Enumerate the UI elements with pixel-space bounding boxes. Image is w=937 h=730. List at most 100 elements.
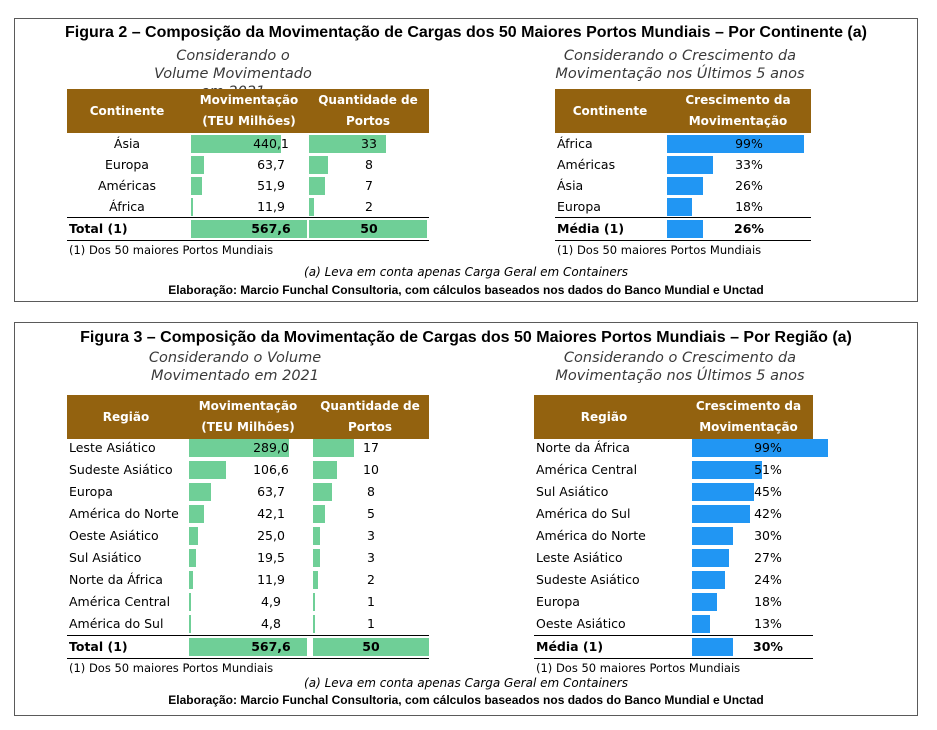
header-quantidade-portos: Quantidade de Portos <box>320 399 420 434</box>
region-label: Europa <box>69 484 113 499</box>
teu-value: 11,9 <box>257 572 285 587</box>
header-regiao: Região <box>102 409 150 424</box>
ports-value: 3 <box>367 528 375 543</box>
header-movimentacao: Movimentação (TEU Milhões) <box>199 93 299 128</box>
growth-value: 99% <box>754 440 782 455</box>
region-label: Leste Asiático <box>69 440 156 455</box>
ports-bar <box>309 177 326 195</box>
growth-value: 42% <box>754 506 782 521</box>
ports-bar <box>313 615 316 633</box>
region-label: América do Sul <box>69 616 164 631</box>
ports-value: 17 <box>363 440 379 455</box>
teu-value: 289,0 <box>253 440 289 455</box>
table-note: (1) Dos 50 maiores Portos Mundiais <box>557 243 762 257</box>
growth-value: 45% <box>754 484 782 499</box>
table-row: Leste Asiático 27% <box>534 547 813 569</box>
region-label: Sudeste Asiático <box>536 572 640 587</box>
table-row: América do Sul 42% <box>534 503 813 525</box>
total-row: Total (1) 567,6 50 <box>67 636 429 658</box>
table-row: Américas 33% <box>555 154 811 176</box>
region-label: Sul Asiático <box>536 484 609 499</box>
ports-bar <box>309 135 386 153</box>
teu-bar <box>191 156 205 174</box>
teu-bar <box>189 439 289 457</box>
teu-value: 25,0 <box>257 528 285 543</box>
table-row: Norte da África 99% <box>534 437 828 459</box>
total-ports-bar <box>309 220 427 238</box>
ports-bar <box>309 156 328 174</box>
table-row: África 99% <box>555 133 811 155</box>
region-label: Américas <box>97 178 157 193</box>
table-row: Norte da África 11,9 2 <box>67 569 429 591</box>
region-label: Norte da África <box>69 572 163 587</box>
region-label: América do Norte <box>536 528 646 543</box>
growth-bar <box>667 135 804 153</box>
total-growth-bar <box>692 638 734 656</box>
teu-bar <box>189 593 191 611</box>
figure-3-subtitle-left: Considerando o Volume Movimentado em 202… <box>148 350 322 384</box>
total-divider <box>534 635 813 636</box>
figure-3-panel: Figura 3 – Composição da Movimentação de… <box>14 322 918 716</box>
figure-2-panel: Figura 2 – Composição da Movimentação de… <box>14 18 918 302</box>
ports-value: 5 <box>367 506 375 521</box>
teu-value: 4,8 <box>261 616 281 631</box>
header-movimentacao: Movimentação (TEU Milhões) <box>198 399 298 434</box>
ports-bar <box>309 198 314 216</box>
region-label: África <box>109 199 145 214</box>
growth-bar <box>692 439 828 457</box>
ports-value: 2 <box>365 199 373 214</box>
teu-value: 19,5 <box>257 550 285 565</box>
growth-bar <box>667 177 703 195</box>
growth-bar <box>692 593 717 611</box>
figure-3-title: Figura 3 – Composição da Movimentação de… <box>80 329 852 346</box>
total-bottom-line <box>555 240 811 241</box>
total-ports-value: 50 <box>360 221 378 236</box>
teu-value: 106,6 <box>253 462 289 477</box>
figure-2-credit: Elaboração: Marcio Funchal Consultoria, … <box>168 283 764 297</box>
ports-bar <box>313 549 321 567</box>
total-teu-bar <box>189 638 307 656</box>
ports-value: 3 <box>367 550 375 565</box>
growth-bar <box>692 615 710 633</box>
total-label: Média (1) <box>557 221 625 236</box>
total-label: Total (1) <box>69 221 128 236</box>
total-row: Média (1) 26% <box>555 218 811 240</box>
region-label: Europa <box>557 199 601 214</box>
growth-bar <box>692 549 729 567</box>
table-row: Europa 63,7 8 <box>67 154 429 176</box>
total-bottom-line <box>534 658 813 659</box>
growth-value: 33% <box>735 157 763 172</box>
total-growth-bar <box>667 220 703 238</box>
total-teu-value: 567,6 <box>251 221 291 236</box>
teu-bar <box>191 135 281 153</box>
growth-bar <box>667 198 692 216</box>
growth-value: 18% <box>735 199 763 214</box>
ports-value: 8 <box>365 157 373 172</box>
total-row: Média (1) 30% <box>534 636 813 658</box>
growth-value: 99% <box>735 136 763 151</box>
figure-2-left-header: Continente Movimentação (TEU Milhões) Qu… <box>67 89 429 133</box>
region-label: Oeste Asiático <box>69 528 159 543</box>
growth-value: 18% <box>754 594 782 609</box>
ports-bar <box>313 527 321 545</box>
table-row: África 11,9 2 <box>67 196 429 218</box>
region-label: Ásia <box>113 136 141 151</box>
total-divider <box>555 217 811 218</box>
total-teu-bar <box>191 220 307 238</box>
growth-value: 27% <box>754 550 782 565</box>
table-row: América Central 4,9 1 <box>67 591 429 613</box>
ports-bar <box>313 593 316 611</box>
figure-2-title: Figura 2 – Composição da Movimentação de… <box>65 24 867 41</box>
teu-value: 63,7 <box>257 157 285 172</box>
teu-bar <box>191 177 202 195</box>
ports-bar <box>313 505 326 523</box>
table-row: América do Norte 42,1 5 <box>67 503 429 525</box>
region-label: Norte da África <box>536 440 630 455</box>
header-regiao: Região <box>580 409 628 424</box>
growth-bar <box>692 483 754 501</box>
header-quantidade-portos: Quantidade de Portos <box>318 93 418 128</box>
ports-value: 8 <box>367 484 375 499</box>
table-row: Sul Asiático 19,5 3 <box>67 547 429 569</box>
region-label: Leste Asiático <box>536 550 623 565</box>
total-bottom-line <box>67 658 429 659</box>
